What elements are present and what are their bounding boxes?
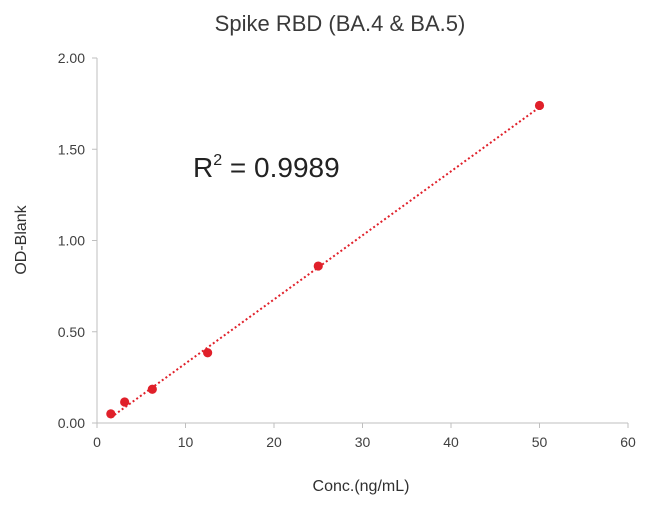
y-tick-label: 1.50 (58, 141, 85, 157)
x-tick-label: 0 (93, 434, 101, 450)
x-axis-label: Conc.(ng/mL) (313, 478, 410, 495)
x-tick-label: 40 (443, 434, 459, 450)
r-squared-main: R (193, 152, 213, 183)
y-axis-ticks: 0.00 0.50 1.00 1.50 2.00 (58, 50, 97, 431)
x-axis-ticks: 0 10 20 30 40 50 60 (93, 423, 636, 450)
r-squared-value: = 0.9989 (222, 152, 340, 183)
data-point (147, 384, 157, 394)
data-points (106, 100, 545, 419)
y-tick-label: 1.00 (58, 233, 85, 249)
y-tick-label: 0.00 (58, 415, 85, 431)
data-point (534, 100, 545, 111)
y-tick-label: 2.00 (58, 50, 85, 66)
y-axis-label: OD-Blank (13, 204, 30, 274)
x-tick-label: 50 (532, 434, 548, 450)
r-squared-annotation: R2 = 0.9989 (193, 152, 340, 183)
data-point (120, 397, 130, 407)
data-point (203, 348, 213, 358)
x-tick-label: 20 (266, 434, 282, 450)
axes (96, 58, 628, 424)
x-tick-label: 10 (178, 434, 194, 450)
data-point (106, 409, 116, 419)
r-squared-sup: 2 (213, 152, 222, 169)
chart-title: Spike RBD (BA.4 & BA.5) (215, 11, 466, 36)
data-point (313, 261, 323, 271)
x-tick-label: 30 (355, 434, 371, 450)
y-tick-label: 0.50 (58, 324, 85, 340)
x-tick-label: 60 (620, 434, 636, 450)
